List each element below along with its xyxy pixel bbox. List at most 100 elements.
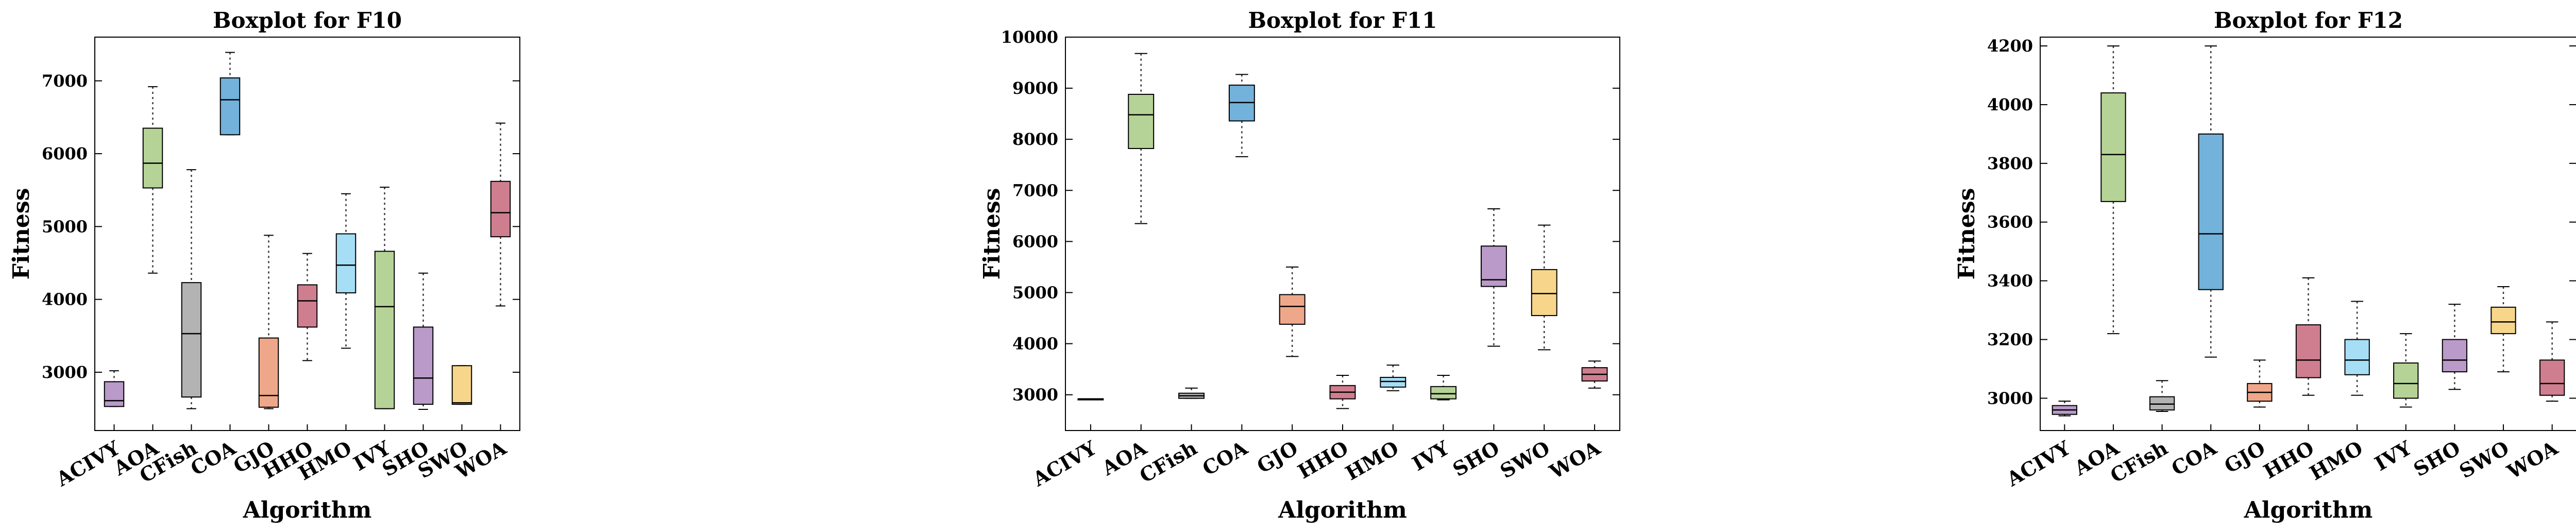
chart-title: Boxplot for F10 (213, 8, 402, 33)
box-acivy (104, 370, 125, 407)
y-tick-label: 8000 (1012, 129, 1058, 149)
x-tick-label: HHO (1294, 436, 1352, 483)
y-tick-label: 4000 (42, 290, 88, 309)
y-tick-label: 6000 (1012, 232, 1058, 251)
x-tick-label: HMO (2306, 436, 2367, 485)
box-woa (490, 122, 511, 307)
x-tick-label: IVY (2370, 436, 2416, 475)
iqr-box (104, 381, 125, 407)
iqr-box (1128, 93, 1155, 150)
box-aoa (2100, 45, 2126, 335)
box-gjo (1279, 266, 1306, 357)
chart-title: Boxplot for F11 (1248, 8, 1437, 33)
x-tick-label: CFish (1136, 436, 1201, 487)
iqr-box (2295, 324, 2321, 378)
chart-panel-1: Boxplot for F10 3000 4000 5000 6000 7000 Fitne… (8, 8, 520, 523)
x-tick-label: ACIVY (2002, 436, 2074, 491)
y-tick-label: 3000 (1987, 388, 2033, 408)
box-acivy (2052, 401, 2077, 417)
iqr-box (2149, 396, 2175, 411)
box-sho (1481, 208, 1507, 347)
x-tick-label: GJO (1253, 436, 1302, 478)
x-tick-label: COA (1198, 436, 1251, 481)
box-ivy (2393, 333, 2419, 408)
iqr-box (1279, 294, 1306, 325)
x-axis-label: Algorithm (1278, 497, 1407, 523)
box-aoa (1128, 53, 1155, 224)
x-tick-label: GJO (2221, 436, 2269, 478)
y-tick-label: 9000 (1012, 78, 1058, 98)
y-tick-label: 3400 (1987, 271, 2033, 291)
iqr-box (181, 282, 202, 398)
box-swo (2490, 286, 2516, 373)
box-hmo (2344, 301, 2370, 396)
y-tick-label: 5000 (42, 217, 88, 236)
y-tick-label: 3800 (1987, 154, 2033, 173)
box-coa (2198, 45, 2224, 358)
x-tick-label: SHO (2410, 436, 2464, 481)
iqr-box (1430, 386, 1457, 400)
x-tick-label: SWO (1496, 436, 1554, 483)
iqr-box (2442, 339, 2468, 373)
chart-panel-3: Boxplot for F12 3000 3200 3400 3600 3800 4000 4… (1954, 8, 2576, 523)
y-tick-label: 3600 (1987, 212, 2033, 232)
box-coa (1228, 74, 1255, 157)
x-tick-label: CFish (2106, 436, 2172, 487)
box-aoa (142, 86, 163, 274)
iqr-box (219, 77, 241, 136)
box-ivy (374, 187, 395, 409)
iqr-box (1531, 269, 1557, 317)
y-tick-label: 4000 (1987, 95, 2033, 114)
box-swo (451, 365, 472, 405)
box-sho (413, 272, 434, 410)
x-axis-label: Algorithm (243, 497, 372, 523)
box-hho (297, 253, 318, 361)
box-woa (1581, 360, 1608, 389)
box-gjo (258, 235, 279, 409)
iqr-box (2539, 359, 2565, 396)
chart-title: Boxplot for F12 (2214, 8, 2403, 33)
iqr-box (297, 284, 318, 328)
iqr-box (413, 326, 434, 405)
y-tick-label: 3200 (1987, 329, 2033, 349)
box-hho (2295, 277, 2321, 396)
y-tick-label: 3000 (1012, 385, 1058, 405)
x-tick-label: SWO (2455, 436, 2513, 483)
iqr-box (451, 365, 472, 405)
x-tick-label: HMO (1342, 436, 1403, 485)
iqr-box (2490, 306, 2516, 335)
box-cfish (2149, 380, 2175, 412)
x-tick-label: WOA (2503, 436, 2562, 484)
y-tick-label: 3000 (42, 362, 88, 382)
y-tick-label: 7000 (1012, 180, 1058, 200)
y-tick-label: 7000 (42, 71, 88, 91)
y-axis-label: Fitness (1954, 188, 1980, 280)
iqr-box (2198, 133, 2224, 290)
box-hmo (1380, 365, 1406, 391)
y-tick-label: 10000 (1001, 27, 1058, 47)
box-ivy (1430, 374, 1457, 401)
iqr-box (490, 180, 511, 238)
y-axis-label: Fitness (979, 188, 1005, 280)
iqr-box (335, 233, 357, 293)
y-axis-label: Fitness (8, 188, 35, 280)
box-woa (2539, 321, 2565, 402)
iqr-box (374, 251, 395, 409)
iqr-box (2344, 339, 2370, 375)
x-tick-label: SHO (1449, 436, 1503, 481)
x-tick-label: IVY (1408, 436, 1453, 475)
x-tick-label: ACIVY (1028, 436, 1100, 491)
y-tick-label: 4200 (1987, 36, 2033, 56)
box-hho (1329, 374, 1356, 409)
iqr-box (258, 337, 279, 408)
x-tick-label: HHO (2260, 436, 2318, 483)
y-tick-label: 5000 (1012, 283, 1058, 302)
box-acivy (1077, 398, 1104, 401)
box-sho (2442, 304, 2468, 390)
box-swo (1531, 224, 1557, 351)
box-cfish (181, 169, 202, 409)
y-tick-label: 6000 (42, 144, 88, 163)
x-tick-label: COA (2167, 436, 2221, 481)
